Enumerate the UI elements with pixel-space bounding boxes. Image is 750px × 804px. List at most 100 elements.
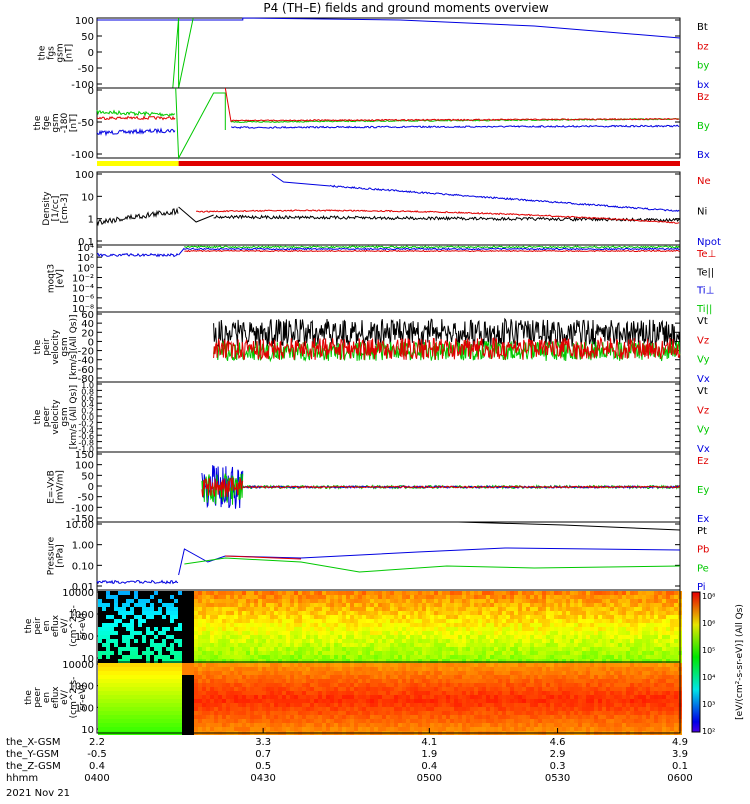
spectrogram-cell <box>642 683 646 687</box>
spectrogram-cell <box>122 631 126 635</box>
spectrogram-cell <box>390 679 394 683</box>
spectrogram-cell <box>666 715 670 719</box>
spectrogram-cell <box>622 627 626 631</box>
spectrogram-cell <box>582 715 586 719</box>
spectrogram-cell <box>478 699 482 703</box>
spectrogram-cell <box>542 639 546 643</box>
spectrogram-cell <box>618 619 622 623</box>
spectrogram-cell <box>98 643 102 647</box>
spectrogram-cell <box>550 679 554 683</box>
spectrogram-cell <box>98 683 102 687</box>
spectrogram-cell <box>414 707 418 711</box>
spectrogram-cell <box>242 651 246 655</box>
spectrogram-cell <box>154 663 158 667</box>
spectrogram-cell <box>118 695 122 699</box>
spectrogram-cell <box>182 707 186 711</box>
spectrogram-cell <box>154 643 158 647</box>
spectrogram-cell <box>370 599 374 603</box>
spectrogram-cell <box>150 683 154 687</box>
spectrogram-cell <box>370 683 374 687</box>
spectrogram-cell <box>606 623 610 627</box>
spectrogram-cell <box>290 675 294 679</box>
spectrogram-cell <box>558 715 562 719</box>
spectrogram-cell <box>330 699 334 703</box>
spectrogram-cell <box>342 683 346 687</box>
spectrogram-cell <box>422 703 426 707</box>
spectrogram-cell <box>674 643 678 647</box>
spectrogram-cell <box>498 651 502 655</box>
spectrogram-cell <box>458 591 462 595</box>
spectrogram-cell <box>218 599 222 603</box>
spectrogram-cell <box>414 603 418 607</box>
spectrogram-cell <box>166 695 170 699</box>
spectrogram-cell <box>402 699 406 703</box>
spectrogram-cell <box>278 607 282 611</box>
spectrogram-cell <box>554 615 558 619</box>
spectrogram-cell <box>446 707 450 711</box>
spectrogram-cell <box>126 687 130 691</box>
spectrogram-cell <box>482 715 486 719</box>
spectrogram-cell <box>450 703 454 707</box>
spectrogram-cell <box>126 603 130 607</box>
spectrogram-cell <box>142 619 146 623</box>
spectrogram-cell <box>646 699 650 703</box>
spectrogram-cell <box>286 703 290 707</box>
spectrogram-cell <box>430 631 434 635</box>
spectrogram-cell <box>390 611 394 615</box>
spectrogram-cell <box>150 679 154 683</box>
spectrogram-cell <box>390 711 394 715</box>
spectrogram-cell <box>318 591 322 595</box>
spectrogram-cell <box>546 683 550 687</box>
spectrogram-cell <box>566 655 570 659</box>
spectrogram-cell <box>374 715 378 719</box>
y-tick-label: 0.10 <box>72 561 94 572</box>
spectrogram-cell <box>174 675 178 679</box>
spectrogram-cell <box>598 691 602 695</box>
spectrogram-cell <box>270 683 274 687</box>
spectrogram-cell <box>194 687 198 691</box>
spectrogram-cell <box>310 647 314 651</box>
spectrogram-cell <box>518 715 522 719</box>
spectrogram-cell <box>374 611 378 615</box>
spectrogram-cell <box>574 651 578 655</box>
spectrogram-cell <box>502 639 506 643</box>
spectrogram-cell <box>650 691 654 695</box>
spectrogram-cell <box>478 595 482 599</box>
spectrogram-cell <box>566 711 570 715</box>
spectrogram-cell <box>250 703 254 707</box>
spectrogram-cell <box>310 675 314 679</box>
spectrogram-cell <box>322 679 326 683</box>
spectrogram-cell <box>386 591 390 595</box>
spectrogram-cell <box>158 643 162 647</box>
spectrogram-cell <box>270 643 274 647</box>
spectrogram-cell <box>566 687 570 691</box>
spectrogram-cell <box>598 695 602 699</box>
spectrogram-cell <box>266 675 270 679</box>
spectrogram-cell <box>486 711 490 715</box>
spectrogram-cell <box>586 607 590 611</box>
spectrogram-cell <box>178 611 182 615</box>
spectrogram-cell <box>550 683 554 687</box>
spectrogram-cell <box>442 619 446 623</box>
spectrogram-cell <box>606 699 610 703</box>
spectrogram-cell <box>102 615 106 619</box>
spectrogram-cell <box>98 691 102 695</box>
spectrogram-cell <box>666 699 670 703</box>
spectrogram-cell <box>154 655 158 659</box>
spectrogram-cell <box>610 603 614 607</box>
spectrogram-cell <box>290 699 294 703</box>
panel-frame <box>97 245 680 312</box>
spectrogram-cell <box>142 703 146 707</box>
spectrogram-cell <box>422 655 426 659</box>
spectrogram-cell <box>110 703 114 707</box>
spectrogram-cell <box>426 627 430 631</box>
spectrogram-cell <box>210 599 214 603</box>
spectrogram-cell <box>542 663 546 667</box>
spectrogram-cell <box>514 675 518 679</box>
spectrogram-cell <box>278 695 282 699</box>
spectrogram-cell <box>662 599 666 603</box>
spectrogram-cell <box>326 703 330 707</box>
spectrogram-cell <box>550 691 554 695</box>
spectrogram-cell <box>98 687 102 691</box>
spectrogram-cell <box>558 623 562 627</box>
